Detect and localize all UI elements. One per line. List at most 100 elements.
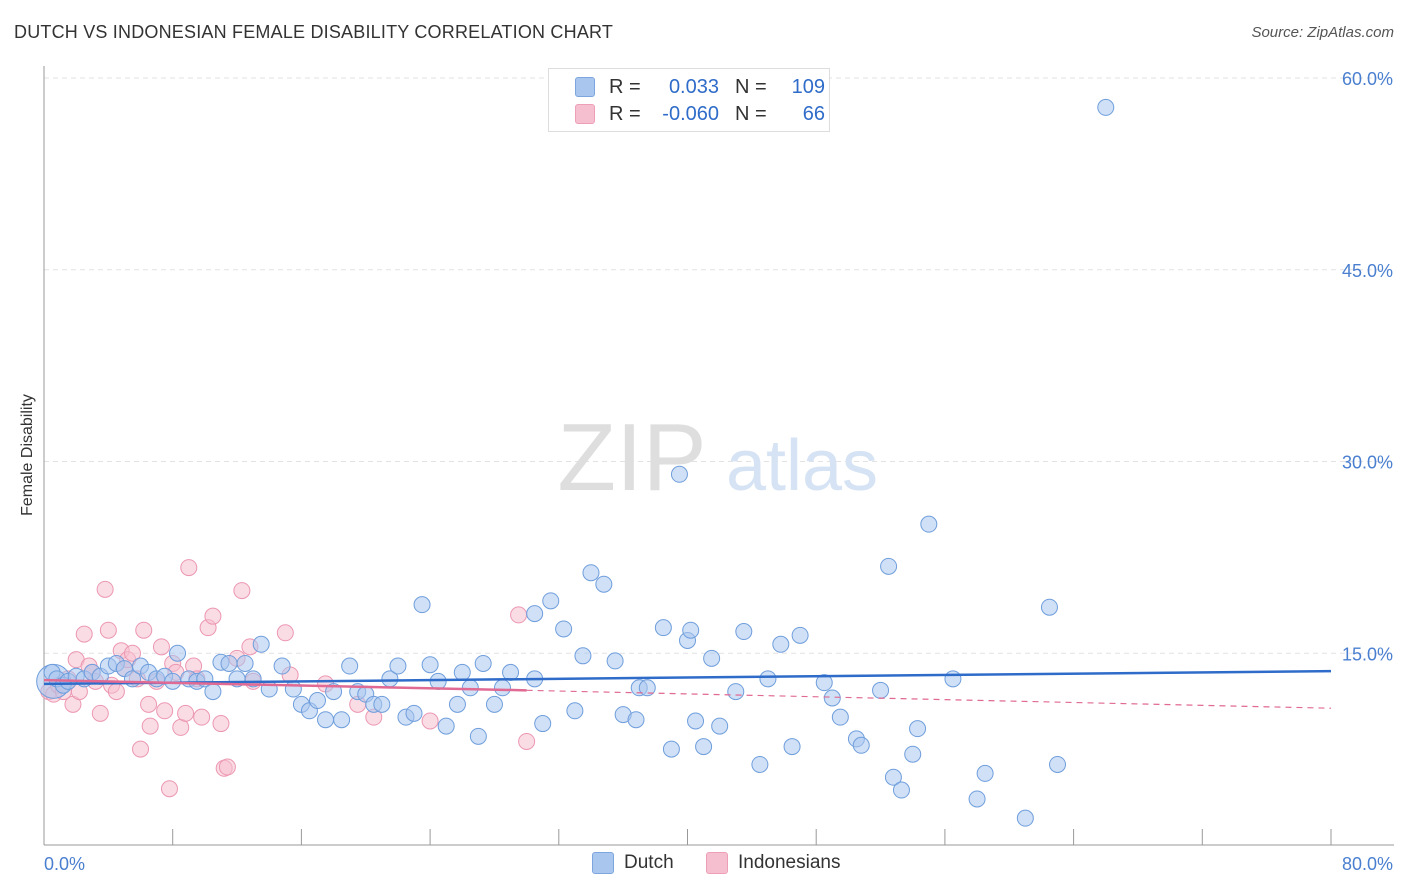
- dutch-point: [325, 683, 343, 701]
- legend-n-label: N =: [735, 75, 767, 98]
- dutch-point: [880, 557, 898, 575]
- indonesians-point: [193, 708, 211, 726]
- legend-item-dutch[interactable]: Dutch: [592, 852, 674, 874]
- x-tick-label: 0.0%: [44, 854, 85, 874]
- dutch-point: [687, 712, 705, 730]
- indonesians-point: [152, 638, 170, 656]
- y-tick-label: 60.0%: [1342, 69, 1393, 89]
- dutch-point: [389, 657, 407, 675]
- indonesians-legend-swatch: [706, 852, 728, 874]
- dutch-point: [448, 695, 466, 713]
- gridlines: [44, 77, 1394, 654]
- dutch-point: [662, 740, 680, 758]
- watermark-atlas: atlas: [726, 426, 878, 506]
- indonesians-swatch: [575, 104, 595, 124]
- chart-title: DUTCH VS INDONESIAN FEMALE DISABILITY CO…: [14, 22, 614, 42]
- dutch-point: [884, 768, 902, 786]
- tick-labels: 15.0% 30.0% 45.0% 60.0% 0.0% 80.0%: [44, 69, 1393, 874]
- dutch-point: [252, 635, 270, 653]
- legend-r-label: R =: [609, 75, 641, 98]
- dutch-point: [638, 679, 656, 697]
- dutch-point: [670, 465, 688, 483]
- dutch-point: [566, 702, 584, 720]
- dutch-point: [333, 711, 351, 729]
- dutch-point: [341, 657, 359, 675]
- dutch-point: [1049, 755, 1067, 773]
- dutch-point: [944, 670, 962, 688]
- dutch-point: [555, 620, 573, 638]
- dutch-point: [852, 736, 870, 754]
- indonesians-point: [156, 702, 174, 720]
- dutch-point: [405, 704, 423, 722]
- dutch-point: [627, 711, 645, 729]
- indonesians-point: [99, 621, 117, 639]
- dutch-point: [284, 680, 302, 698]
- indonesians-point: [510, 606, 528, 624]
- dutch-point: [823, 689, 841, 707]
- watermark: ZIP atlas: [557, 404, 878, 511]
- indonesians-point: [204, 607, 222, 625]
- legend-r-value: 0.033: [668, 75, 719, 98]
- indonesians-point: [212, 715, 230, 733]
- dutch-point: [485, 695, 503, 713]
- correlation-legend: R = 0.033 N = 109 R = -0.060 N = 66: [548, 68, 830, 132]
- dutch-point: [204, 683, 222, 701]
- dutch-point: [413, 596, 431, 614]
- axes: [43, 66, 1394, 846]
- dutch-point: [260, 680, 278, 698]
- dutch-point: [493, 679, 511, 697]
- dutch-point: [474, 654, 492, 672]
- dutch-point: [1097, 98, 1115, 116]
- dutch-point: [682, 621, 700, 639]
- dutch-legend-label: Dutch: [624, 852, 674, 873]
- dutch-point: [220, 654, 238, 672]
- legend-r-label: R =: [609, 102, 641, 125]
- dutch-point: [308, 692, 326, 710]
- dutch-point: [273, 657, 291, 675]
- indonesians-point: [107, 683, 125, 701]
- indonesians-point: [218, 758, 236, 776]
- dutch-point: [815, 674, 833, 692]
- indonesians-point: [91, 704, 109, 722]
- dutch-point: [904, 745, 922, 763]
- indonesians-point: [276, 624, 294, 642]
- indonesians-point: [160, 780, 178, 798]
- y-tick-label: 30.0%: [1342, 453, 1393, 473]
- dutch-point: [429, 672, 447, 690]
- indonesians-point: [75, 625, 93, 643]
- indonesians-point: [177, 704, 195, 722]
- dutch-point: [421, 656, 439, 674]
- dutch-point: [727, 683, 745, 701]
- watermark-zip: ZIP: [557, 404, 706, 511]
- dutch-point: [735, 623, 753, 641]
- dutch-point: [751, 755, 769, 773]
- dutch-point: [437, 717, 455, 735]
- indonesians-point: [135, 621, 153, 639]
- dutch-point: [574, 647, 592, 665]
- dutch-point: [968, 790, 986, 808]
- legend-n-label: N =: [735, 102, 767, 125]
- indonesians-point: [518, 732, 536, 750]
- dutch-point: [373, 695, 391, 713]
- dutch-point: [526, 605, 544, 623]
- legend-item-indonesians[interactable]: Indonesians: [706, 852, 840, 874]
- indonesians-point: [140, 695, 158, 713]
- x-tick-label: 80.0%: [1342, 854, 1393, 874]
- dutch-point: [542, 592, 560, 610]
- legend-n-value: 66: [802, 102, 825, 125]
- legend-row-dutch: R = 0.033 N = 109: [575, 76, 825, 98]
- trend-lines: [43, 669, 1332, 709]
- legend-row-indonesians: R = -0.060 N = 66: [575, 103, 825, 125]
- dutch-point: [759, 670, 777, 688]
- y-tick-label: 15.0%: [1342, 644, 1393, 664]
- indonesians-point: [132, 740, 150, 758]
- dutch-point: [920, 515, 938, 533]
- dutch-point: [606, 652, 624, 670]
- dutch-point: [534, 715, 552, 733]
- indonesians-point: [141, 717, 159, 735]
- dutch-swatch: [575, 77, 595, 97]
- dutch-point: [703, 649, 721, 667]
- dutch-point: [772, 635, 790, 653]
- dutch-point: [909, 720, 927, 738]
